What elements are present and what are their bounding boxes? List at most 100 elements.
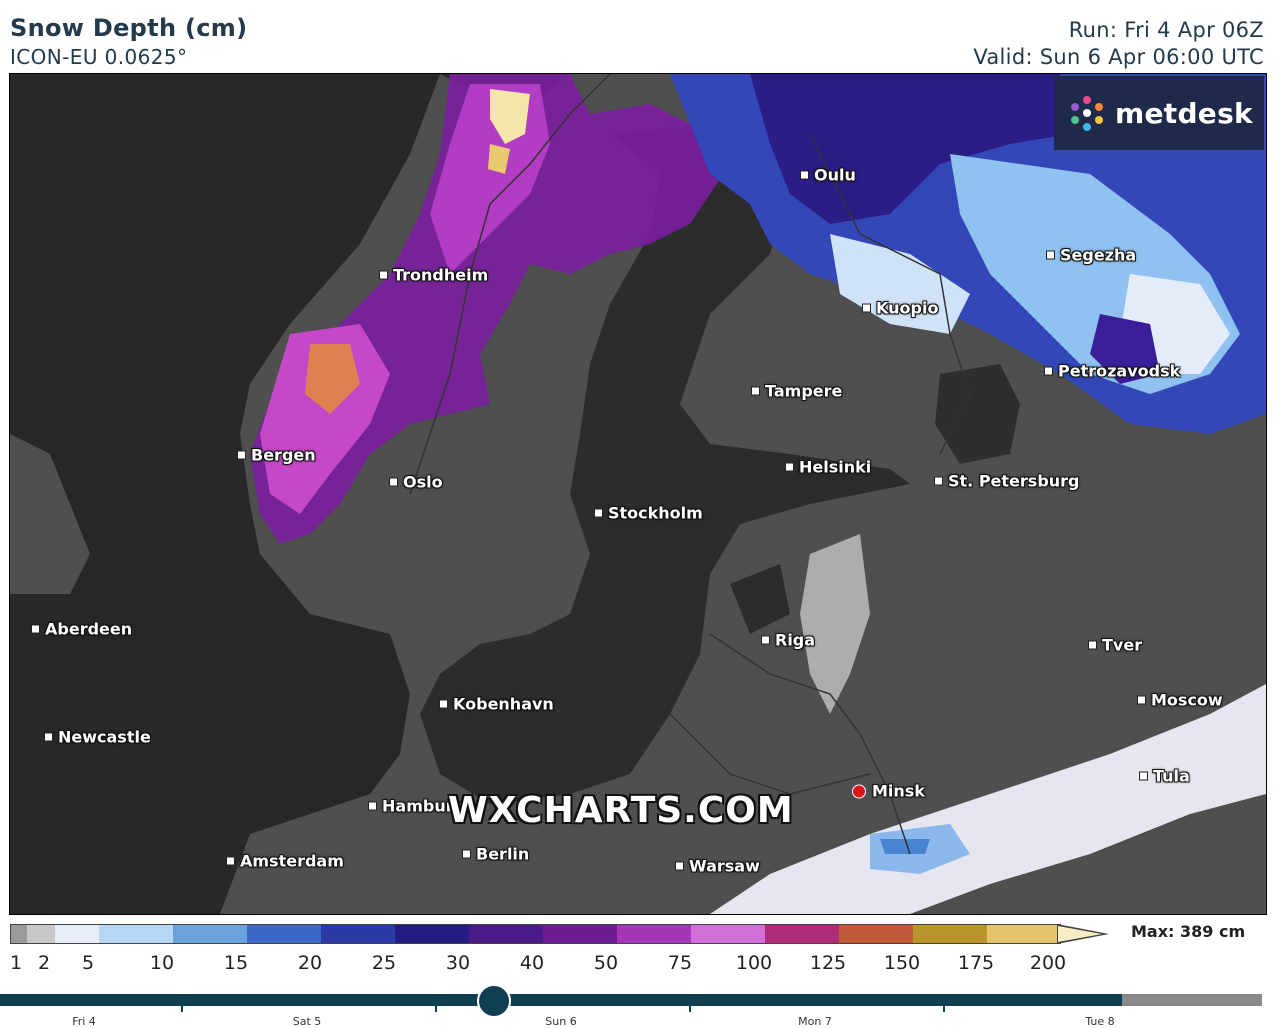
- city-dot: [379, 270, 388, 280]
- legend-swatch: [765, 925, 839, 943]
- city-dot: [751, 386, 760, 396]
- city-marker[interactable]: Segezha: [1046, 246, 1136, 265]
- legend-tick-label: 2: [37, 952, 51, 974]
- legend-swatch: [11, 925, 27, 943]
- city-dot: [237, 450, 246, 460]
- city-dot: [439, 699, 448, 709]
- snow-depth-map[interactable]: metdesk Oulu Trondheim Segezha Kuopio Pe…: [9, 73, 1267, 915]
- city-label: Stockholm: [608, 503, 703, 523]
- legend-max-label: Max: 389 cm: [1131, 922, 1246, 941]
- gulf-of-riga: [730, 564, 790, 634]
- legend-tick-label: 50: [593, 952, 619, 974]
- city-marker[interactable]: Aberdeen: [31, 620, 132, 639]
- city-marker[interactable]: Oulu: [800, 166, 856, 185]
- city-marker[interactable]: Trondheim: [379, 266, 488, 285]
- city-label: Riga: [775, 630, 816, 650]
- city-label: Moscow: [1151, 690, 1223, 710]
- metdesk-logo: metdesk: [1054, 76, 1264, 150]
- legend-swatch: [543, 925, 617, 943]
- valid-label: Valid: Sun 6 Apr 06:00 UTC: [973, 45, 1264, 69]
- legend-color-bar: [10, 924, 1061, 944]
- city-marker[interactable]: Tampere: [751, 382, 842, 401]
- time-slider[interactable]: Fri 4 Sat 5 Sun 6 Mon 7 Tue 8: [0, 984, 1280, 1028]
- timeline-day-label[interactable]: Tue 8: [1085, 1015, 1115, 1028]
- timeline-tick: [435, 1004, 437, 1012]
- legend-tick-label: 200: [1029, 952, 1067, 974]
- city-marker[interactable]: Hamburg: [368, 797, 465, 816]
- legend-tick-label: 150: [883, 952, 921, 974]
- city-label: Oslo: [403, 472, 443, 492]
- city-marker[interactable]: Newcastle: [44, 728, 151, 747]
- logo-flower-icon: [1065, 91, 1109, 135]
- city-label: Berlin: [476, 844, 530, 864]
- city-marker[interactable]: Amsterdam: [226, 852, 344, 871]
- city-dot: [462, 849, 471, 859]
- city-dot: [934, 476, 943, 486]
- city-marker[interactable]: Moscow: [1137, 691, 1223, 710]
- city-label: Aberdeen: [45, 619, 133, 639]
- wxcharts-watermark: WXCHARTS.COM: [448, 790, 794, 831]
- north-sea: [10, 74, 440, 914]
- city-label: Tver: [1102, 635, 1143, 655]
- selected-location-icon: [852, 784, 866, 798]
- city-marker[interactable]: Kuopio: [862, 299, 938, 318]
- city-label: Minsk: [872, 781, 925, 801]
- city-marker-selected[interactable]: Minsk: [852, 782, 925, 801]
- city-label: Tula: [1153, 766, 1190, 786]
- legend-tick-label: 5: [81, 952, 95, 974]
- legend-swatch: [27, 925, 55, 943]
- legend-swatch: [395, 925, 469, 943]
- city-dot: [389, 477, 398, 487]
- legend-arrow-fill: [1058, 926, 1102, 942]
- city-dot: [761, 635, 770, 645]
- city-marker[interactable]: Petrozavodsk: [1044, 362, 1180, 381]
- city-label: Kobenhavn: [453, 694, 554, 714]
- city-label: Tampere: [765, 381, 843, 401]
- city-label: Helsinki: [799, 457, 872, 477]
- timeline-day-label[interactable]: Fri 4: [72, 1015, 96, 1028]
- city-marker[interactable]: Helsinki: [785, 458, 871, 477]
- city-dot: [862, 303, 871, 313]
- legend-swatch: [321, 925, 395, 943]
- city-marker[interactable]: Riga: [761, 631, 815, 650]
- timeline-day-label[interactable]: Sat 5: [292, 1015, 322, 1028]
- city-marker[interactable]: Tver: [1088, 636, 1142, 655]
- model-label: ICON-EU 0.0625°: [10, 45, 188, 69]
- legend-tick-label: 40: [519, 952, 545, 974]
- city-label: Petrozavodsk: [1058, 361, 1181, 381]
- city-label: Hamburg: [382, 796, 466, 816]
- lake-ladoga: [935, 364, 1020, 464]
- city-marker[interactable]: Warsaw: [675, 857, 760, 876]
- city-label: Amsterdam: [240, 851, 344, 871]
- city-marker[interactable]: Berlin: [462, 845, 529, 864]
- timeline-track[interactable]: [0, 994, 1122, 1006]
- city-dot: [594, 508, 603, 518]
- timeline-handle[interactable]: [477, 984, 511, 1018]
- city-marker[interactable]: Bergen: [237, 446, 316, 465]
- city-marker[interactable]: Oslo: [389, 473, 443, 492]
- city-dot: [226, 856, 235, 866]
- timeline-tick: [689, 1004, 691, 1012]
- city-marker[interactable]: St. Petersburg: [934, 472, 1080, 491]
- timeline-day-label[interactable]: Sun 6: [545, 1015, 577, 1028]
- city-label: St. Petersburg: [948, 471, 1080, 491]
- city-dot: [1046, 250, 1055, 260]
- legend-swatch: [55, 925, 99, 943]
- color-legend: [10, 924, 1110, 944]
- legend-swatch: [173, 925, 247, 943]
- legend-tick-label: 100: [735, 952, 773, 974]
- baltic-sea: [420, 124, 910, 804]
- legend-ticks: 1 2 5 10 15 20 25 30 40 50 75 100 125 150 175 200: [0, 952, 1100, 974]
- legend-swatch: [247, 925, 321, 943]
- city-marker[interactable]: Kobenhavn: [439, 695, 554, 714]
- city-marker[interactable]: Tula: [1139, 767, 1190, 786]
- timeline-track-remaining[interactable]: [1122, 994, 1262, 1006]
- legend-swatch: [617, 925, 691, 943]
- legend-tick-label: 125: [809, 952, 847, 974]
- city-marker[interactable]: Stockholm: [594, 504, 703, 523]
- city-label: Newcastle: [58, 727, 151, 747]
- timeline-tick: [181, 1004, 183, 1012]
- city-label: Segezha: [1060, 245, 1137, 265]
- timeline-day-label[interactable]: Mon 7: [798, 1015, 832, 1028]
- city-dot: [31, 624, 40, 634]
